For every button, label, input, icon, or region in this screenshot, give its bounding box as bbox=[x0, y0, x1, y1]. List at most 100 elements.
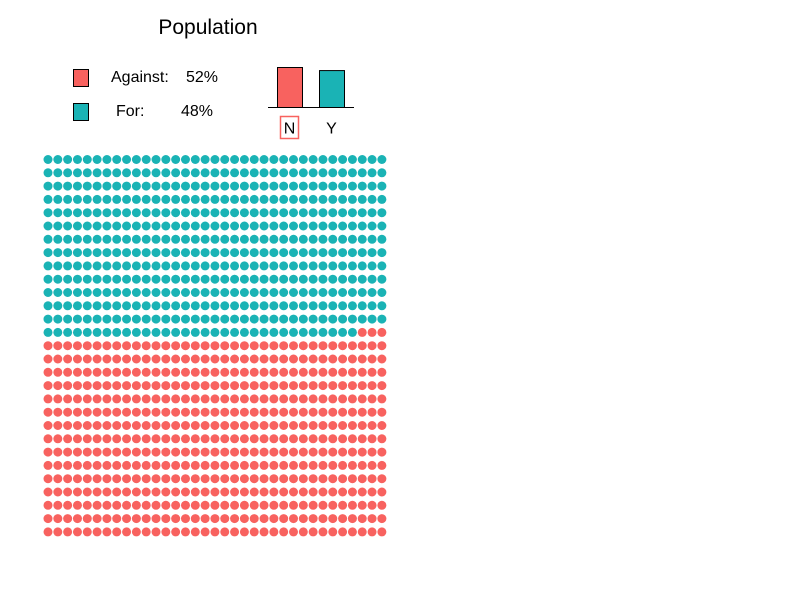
waffle-dot-against bbox=[220, 514, 230, 524]
waffle-dot-against bbox=[338, 354, 348, 364]
waffle-dot-for bbox=[289, 327, 298, 337]
waffle-dot-against bbox=[43, 460, 53, 470]
waffle-dot-against bbox=[72, 394, 82, 404]
waffle-dot-for bbox=[180, 274, 190, 284]
waffle-dot-against bbox=[102, 381, 112, 391]
waffle-dot-for bbox=[259, 234, 269, 244]
waffle-dot-against bbox=[200, 354, 210, 364]
waffle-dot-for bbox=[298, 168, 308, 178]
waffle-dot-for bbox=[102, 208, 112, 218]
waffle-dot-for bbox=[53, 181, 63, 191]
waffle-dot-against bbox=[367, 381, 377, 391]
waffle-dot-for bbox=[53, 288, 63, 297]
waffle-dot-against bbox=[180, 500, 190, 510]
waffle-dot-for bbox=[318, 194, 328, 204]
waffle-dot-against bbox=[92, 434, 102, 444]
legend-swatch-against bbox=[73, 69, 89, 87]
waffle-dot-for bbox=[239, 234, 249, 244]
waffle-dot-against bbox=[131, 341, 141, 351]
waffle-dot-against bbox=[200, 487, 210, 497]
waffle-dot-against bbox=[131, 487, 141, 497]
waffle-dot-against bbox=[328, 514, 338, 524]
waffle-dot-for bbox=[171, 155, 181, 164]
waffle-dot-against bbox=[347, 354, 357, 364]
waffle-dot-for bbox=[141, 155, 151, 164]
waffle-dot-for bbox=[357, 248, 367, 258]
waffle-dot-against bbox=[289, 407, 298, 417]
waffle-dot-for bbox=[269, 261, 279, 271]
waffle-dot-against bbox=[318, 407, 328, 417]
waffle-dot-against bbox=[112, 460, 122, 470]
waffle-dot-for bbox=[279, 155, 289, 164]
waffle-dot-against bbox=[151, 367, 161, 377]
waffle-dot-against bbox=[328, 407, 338, 417]
waffle-dot-against bbox=[269, 341, 279, 351]
waffle-dot-against bbox=[141, 460, 151, 470]
waffle-dot-against bbox=[72, 460, 82, 470]
waffle-dot-against bbox=[43, 394, 53, 404]
waffle-dot-against bbox=[151, 447, 161, 457]
waffle-dot-for bbox=[269, 301, 279, 311]
waffle-dot-for bbox=[239, 274, 249, 284]
waffle-dot-against bbox=[279, 421, 289, 430]
waffle-dot-against bbox=[190, 447, 200, 457]
waffle-dot-against bbox=[377, 447, 387, 457]
waffle-dot-against bbox=[122, 474, 132, 484]
waffle-dot-against bbox=[377, 527, 387, 537]
waffle-dot-against bbox=[308, 381, 318, 391]
waffle-dot-against bbox=[220, 394, 230, 404]
waffle-dot-for bbox=[220, 208, 230, 218]
waffle-dot-for bbox=[239, 208, 249, 218]
waffle-dot-for bbox=[43, 314, 53, 324]
waffle-dot-against bbox=[43, 447, 53, 457]
waffle-dot-for bbox=[377, 248, 387, 258]
waffle-dot-against bbox=[367, 500, 377, 510]
waffle-dot-against bbox=[298, 367, 308, 377]
waffle-dot-for bbox=[210, 301, 220, 311]
waffle-dot-for bbox=[230, 327, 240, 337]
waffle-dot-for bbox=[328, 274, 338, 284]
waffle-dot-for bbox=[289, 314, 298, 324]
waffle-dot-against bbox=[141, 381, 151, 391]
waffle-dot-against bbox=[63, 514, 73, 524]
waffle-dot-for bbox=[180, 327, 190, 337]
waffle-dot-against bbox=[161, 341, 171, 351]
waffle-dot-against bbox=[308, 527, 318, 537]
waffle-dot-against bbox=[72, 514, 82, 524]
waffle-dot-against bbox=[210, 407, 220, 417]
waffle-dot-for bbox=[43, 327, 53, 337]
waffle-dot-for bbox=[43, 248, 53, 258]
waffle-dot-against bbox=[63, 421, 73, 430]
waffle-dot-against bbox=[367, 487, 377, 497]
waffle-dot-for bbox=[230, 274, 240, 284]
waffle-dot-against bbox=[298, 500, 308, 510]
waffle-dot-for bbox=[131, 261, 141, 271]
waffle-dot-for bbox=[102, 181, 112, 191]
waffle-dot-for bbox=[230, 155, 240, 164]
waffle-dot-for bbox=[122, 301, 132, 311]
waffle-dot-against bbox=[298, 381, 308, 391]
waffle-dot-against bbox=[53, 394, 63, 404]
waffle-dot-against bbox=[347, 434, 357, 444]
waffle-dot-for bbox=[338, 327, 348, 337]
waffle-dot-for bbox=[230, 288, 240, 297]
waffle-dot-against bbox=[338, 447, 348, 457]
waffle-dot-against bbox=[377, 341, 387, 351]
waffle-dot-for bbox=[279, 234, 289, 244]
waffle-dot-for bbox=[180, 208, 190, 218]
waffle-dot-against bbox=[72, 407, 82, 417]
waffle-dot-for bbox=[318, 274, 328, 284]
waffle-dot-for bbox=[161, 261, 171, 271]
waffle-dot-for bbox=[289, 181, 298, 191]
waffle-dot-against bbox=[171, 500, 181, 510]
waffle-dot-for bbox=[131, 181, 141, 191]
waffle-dot-against bbox=[249, 514, 259, 524]
waffle-dot-for bbox=[151, 288, 161, 297]
waffle-dot-for bbox=[92, 261, 102, 271]
waffle-dot-against bbox=[338, 527, 348, 537]
waffle-dot-for bbox=[200, 301, 210, 311]
waffle-dot-against bbox=[249, 474, 259, 484]
waffle-dot-for bbox=[180, 194, 190, 204]
waffle-dot-for bbox=[279, 261, 289, 271]
waffle-dot-against bbox=[289, 341, 298, 351]
